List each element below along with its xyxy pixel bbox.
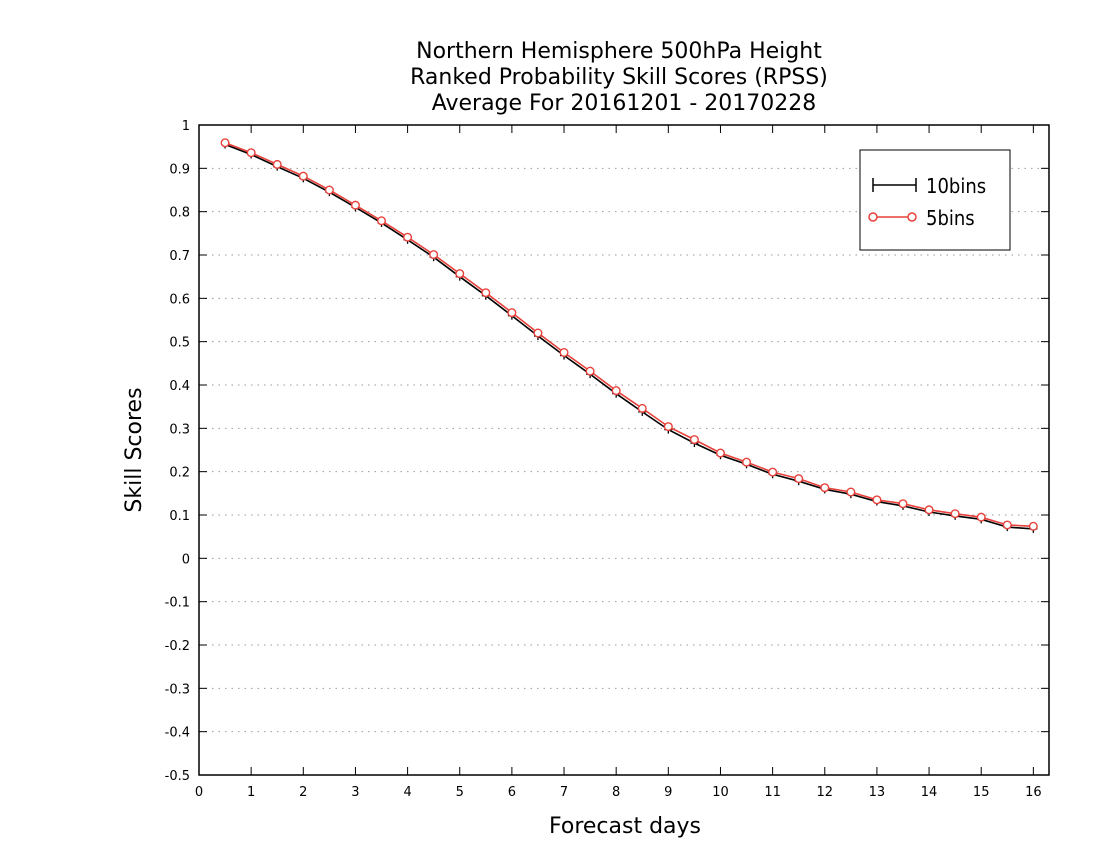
y-tick-label: 0.8 xyxy=(169,206,190,221)
data-point-5bins xyxy=(742,457,752,467)
x-tick-label: 0 xyxy=(195,785,203,800)
x-tick-label: 8 xyxy=(612,785,620,800)
x-tick-label: 3 xyxy=(351,785,359,800)
y-tick-label: -0.2 xyxy=(165,639,190,654)
data-point-5bins xyxy=(846,487,856,497)
chart-title: Northern Hemisphere 500hPa Height Ranked… xyxy=(410,39,828,116)
legend-label-10bins: 10bins xyxy=(926,174,986,198)
data-point-5bins xyxy=(924,505,934,515)
data-point-5bins xyxy=(507,308,517,318)
x-tick-label: 14 xyxy=(921,785,938,800)
data-point-5bins xyxy=(246,148,256,158)
data-point-5bins xyxy=(403,232,413,242)
data-point-5bins xyxy=(976,512,986,522)
legend-marker-5bins-end xyxy=(907,212,917,222)
y-tick-label: -0.4 xyxy=(165,726,190,741)
data-point-5bins xyxy=(715,448,725,458)
series-5bins xyxy=(220,138,1038,531)
legend-box xyxy=(859,149,1011,251)
data-point-5bins xyxy=(663,422,673,432)
x-axis-label: Forecast days xyxy=(549,814,701,839)
data-point-5bins xyxy=(689,435,699,445)
series-line-10bins xyxy=(224,143,1034,530)
data-point-5bins xyxy=(533,328,543,338)
data-point-5bins xyxy=(220,138,230,148)
x-tick-label: 6 xyxy=(508,785,516,800)
data-point-5bins xyxy=(350,200,360,210)
axes: -0.5 -0.4 -0.3 -0.2 -0.1 0 0.1 0.2 0.3 0.4 0.5 0.6 0… xyxy=(165,119,1050,800)
data-point-5bins xyxy=(377,216,387,226)
x-tick-label: 4 xyxy=(403,785,411,800)
data-series xyxy=(220,138,1038,533)
y-tick-label: 0 xyxy=(182,552,190,567)
y-tick-label: 0.9 xyxy=(169,162,190,177)
x-tick-label: 5 xyxy=(456,785,464,800)
data-point-5bins xyxy=(559,348,569,358)
data-point-5bins xyxy=(872,495,882,505)
y-tick-label: 0.1 xyxy=(169,509,190,524)
y-tick-label: 0.5 xyxy=(169,336,190,351)
x-tick-label: 9 xyxy=(664,785,672,800)
data-point-5bins xyxy=(272,159,282,169)
x-tick-label: 15 xyxy=(973,785,990,800)
data-point-5bins xyxy=(637,403,647,413)
data-point-5bins xyxy=(429,250,439,260)
y-tick-label: -0.3 xyxy=(165,682,190,697)
y-tick-label: 0.7 xyxy=(169,249,190,264)
y-axis-label: Skill Scores xyxy=(122,387,147,512)
data-point-5bins xyxy=(794,474,804,484)
data-point-5bins xyxy=(611,386,621,396)
legend: 10bins 5bins xyxy=(859,149,1011,251)
data-point-5bins xyxy=(481,288,491,298)
chart-title-line-2: Ranked Probability Skill Scores (RPSS) xyxy=(410,65,828,90)
chart-title-line-1: Northern Hemisphere 500hPa Height xyxy=(416,39,822,64)
x-tick-label: 12 xyxy=(816,785,833,800)
plot-frame xyxy=(198,124,1050,776)
legend-marker-5bins xyxy=(868,212,878,222)
data-point-5bins xyxy=(768,467,778,477)
x-tick-label: 1 xyxy=(247,785,255,800)
data-point-5bins xyxy=(1002,520,1012,530)
data-point-5bins xyxy=(820,483,830,493)
data-point-5bins xyxy=(950,509,960,519)
chart-title-line-3: Average For 20161201 - 20170228 xyxy=(432,91,817,116)
data-point-5bins xyxy=(585,366,595,376)
x-tick-label: 7 xyxy=(560,785,568,800)
grid-lines xyxy=(199,167,1049,733)
legend-label-5bins: 5bins xyxy=(926,206,975,230)
y-tick-label: 0.6 xyxy=(169,292,190,307)
data-point-5bins xyxy=(298,171,308,181)
y-tick-label: 1 xyxy=(182,119,190,134)
data-point-5bins xyxy=(1028,521,1038,531)
y-tick-label: 0.4 xyxy=(169,379,190,394)
x-tick-label: 11 xyxy=(764,785,781,800)
data-point-5bins xyxy=(324,185,334,195)
x-tick-label: 13 xyxy=(869,785,886,800)
x-tick-label: 10 xyxy=(712,785,729,800)
y-tick-label: -0.1 xyxy=(165,596,190,611)
y-tick-label: 0.3 xyxy=(169,422,190,437)
y-tick-label: 0.2 xyxy=(169,466,190,481)
x-tick-label: 16 xyxy=(1025,785,1042,800)
data-point-5bins xyxy=(455,269,465,279)
x-tick-label: 2 xyxy=(299,785,307,800)
data-point-5bins xyxy=(898,499,908,509)
y-tick-label: -0.5 xyxy=(165,769,190,784)
